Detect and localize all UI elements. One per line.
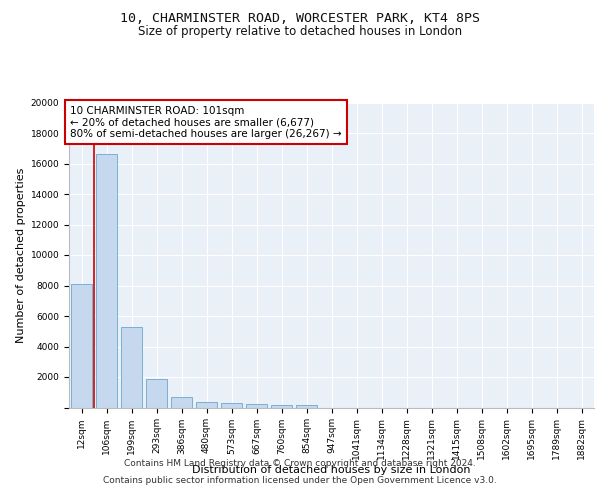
Bar	[96, 154, 117, 408]
Text: Contains public sector information licensed under the Open Government Licence v3: Contains public sector information licen…	[103, 476, 497, 485]
Bar	[171, 397, 192, 407]
Bar	[246, 404, 267, 407]
Bar	[146, 380, 167, 407]
Text: 10, CHARMINSTER ROAD, WORCESTER PARK, KT4 8PS: 10, CHARMINSTER ROAD, WORCESTER PARK, KT…	[120, 12, 480, 26]
Y-axis label: Number of detached properties: Number of detached properties	[16, 168, 26, 342]
Text: Size of property relative to detached houses in London: Size of property relative to detached ho…	[138, 25, 462, 38]
Bar	[71, 284, 92, 408]
Text: 10 CHARMINSTER ROAD: 101sqm
← 20% of detached houses are smaller (6,677)
80% of : 10 CHARMINSTER ROAD: 101sqm ← 20% of det…	[70, 106, 342, 139]
Bar	[221, 404, 242, 407]
Bar	[296, 405, 317, 407]
Bar	[196, 402, 217, 407]
Bar	[271, 405, 292, 407]
Text: Contains HM Land Registry data © Crown copyright and database right 2024.: Contains HM Land Registry data © Crown c…	[124, 458, 476, 468]
Bar	[121, 326, 142, 407]
X-axis label: Distribution of detached houses by size in London: Distribution of detached houses by size …	[192, 465, 471, 475]
